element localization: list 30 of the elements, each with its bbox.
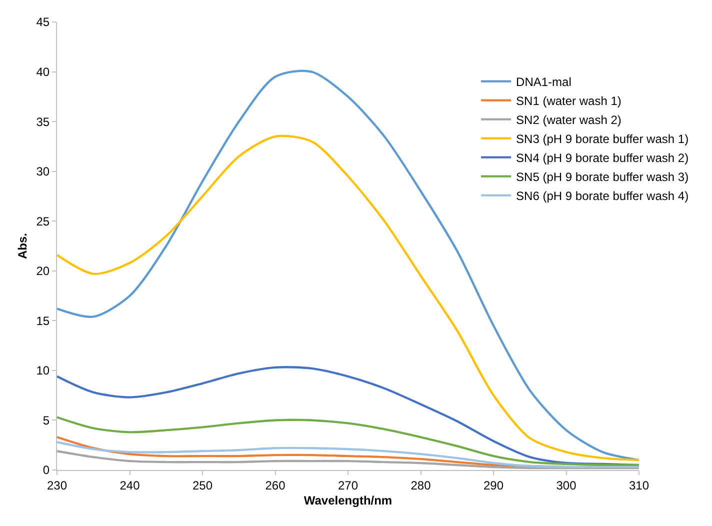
- y-tick-label: 15: [36, 314, 50, 328]
- legend-label: SN3 (pH 9 borate buffer wash 1): [516, 132, 689, 146]
- legend-label: SN6 (pH 9 borate buffer wash 4): [516, 188, 689, 203]
- x-axis-title: Wavelength/nm: [304, 493, 392, 508]
- legend-label: SN1 (water wash 1): [516, 94, 622, 108]
- legend-label: SN2 (water wash 2): [516, 112, 622, 127]
- x-tick-label: 270: [338, 478, 358, 492]
- y-tick-label: 20: [36, 264, 50, 278]
- y-tick-label: 35: [36, 114, 50, 129]
- x-tick-label: 230: [46, 478, 68, 492]
- y-tick-label: 40: [36, 64, 50, 79]
- x-tick-label: 300: [556, 478, 577, 492]
- legend-label: SN4 (pH 9 borate buffer wash 2): [516, 150, 689, 165]
- line-series: [57, 416, 639, 466]
- x-tick-label: 280: [410, 478, 432, 492]
- x-tick-label: 250: [192, 478, 213, 492]
- y-tick-label: 45: [36, 15, 50, 30]
- y-tick-label: 25: [36, 214, 50, 228]
- legend-label: SN5 (pH 9 borate buffer wash 3): [516, 170, 689, 184]
- x-tick-label: 310: [628, 478, 650, 492]
- legend-label: DNA1-mal: [516, 74, 572, 89]
- line-series: [57, 441, 639, 468]
- y-tick-label: 5: [42, 413, 50, 428]
- y-tick-label: 30: [36, 164, 50, 179]
- y-tick-label: 0: [42, 463, 50, 478]
- y-tick-label: 10: [36, 364, 50, 378]
- x-tick-label: 240: [120, 478, 140, 492]
- x-tick-label: 260: [265, 478, 286, 492]
- y-axis-title: Abs.: [16, 232, 30, 260]
- x-tick-label: 290: [483, 478, 504, 492]
